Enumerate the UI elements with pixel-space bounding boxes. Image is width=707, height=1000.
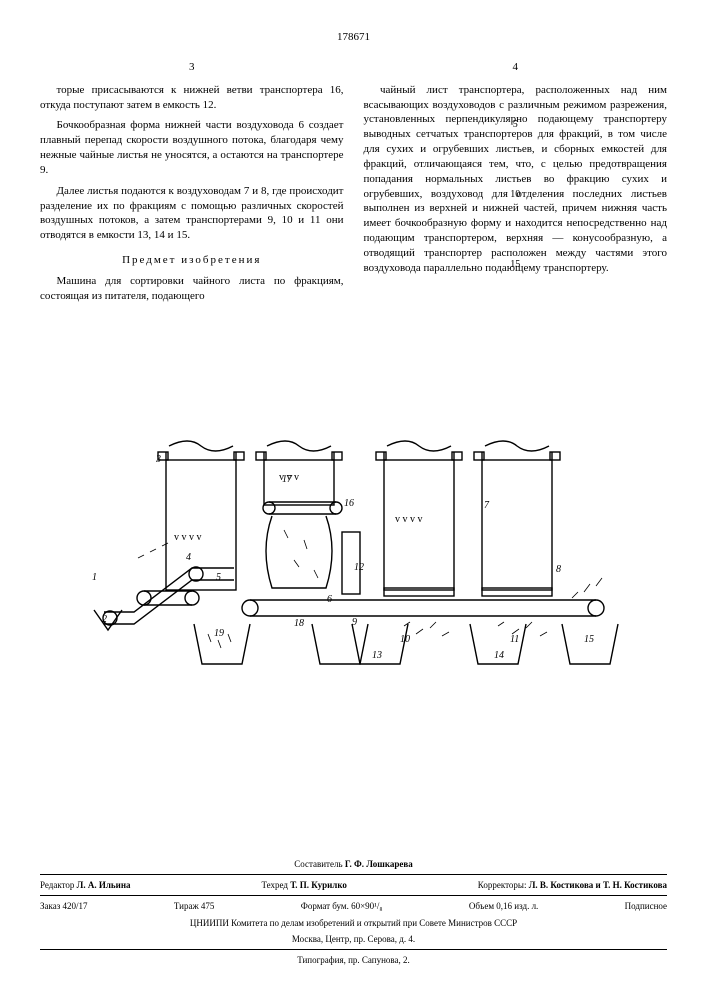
org-name: ЦНИИПИ Комитета по делам изобретений и о… bbox=[40, 917, 667, 929]
footer-block: Составитель Г. Ф. Лошкарева Редактор Л. … bbox=[40, 854, 667, 970]
diagram-label-13: 13 bbox=[372, 650, 382, 661]
compiler-label: Составитель bbox=[294, 859, 342, 869]
diagram-label-19: 19 bbox=[214, 628, 224, 639]
diagram-label-9: 9 bbox=[352, 617, 357, 628]
corrector-names: Л. В. Костикова и Т. Н. Костикова bbox=[529, 880, 667, 890]
diagram-label-11: 11 bbox=[510, 634, 519, 645]
duct-4 bbox=[474, 441, 560, 590]
order-number: Заказ 420/17 bbox=[40, 900, 88, 912]
editor-name: Л. А. Ильина bbox=[77, 880, 131, 890]
compiler-name: Г. Ф. Лошкарева bbox=[345, 859, 413, 869]
paragraph: Далее листья подаются к воздуховодам 7 и… bbox=[40, 184, 344, 243]
line-marker: 10 bbox=[510, 188, 520, 202]
diagram-label-14: 14 bbox=[494, 650, 504, 661]
corrector-label: Корректоры: bbox=[478, 880, 527, 890]
org-address: Москва, Центр, пр. Серова, д. 4. bbox=[40, 933, 667, 945]
diagram-label-1: 1 bbox=[92, 572, 97, 583]
format: Формат бум. 60×90¹/₈ bbox=[301, 900, 383, 912]
diagram-label-2: 2 bbox=[102, 614, 107, 625]
line-marker: 15 bbox=[510, 258, 520, 272]
svg-text:v v v v: v v v v bbox=[395, 514, 423, 525]
mesh-out-1 bbox=[384, 588, 454, 596]
printer: Типография, пр. Сапунова, 2. bbox=[40, 954, 667, 966]
doc-number: 178671 bbox=[40, 30, 667, 45]
subscript: Подписное bbox=[625, 900, 667, 912]
leaf-arrows bbox=[138, 530, 602, 648]
paragraph: Машина для сортировки чайного листа по ф… bbox=[40, 274, 344, 304]
techred-label: Техред bbox=[261, 880, 288, 890]
diagram-labels: 12345678910111213141516171819 bbox=[92, 454, 594, 661]
line-marker: 5 bbox=[513, 118, 518, 132]
right-column: 4 5 10 15 чайный лист транспортера, расп… bbox=[364, 60, 668, 310]
diagram-label-4: 4 bbox=[186, 552, 191, 563]
feeder-conveyor bbox=[94, 567, 234, 630]
diagram-label-17: 17 bbox=[282, 474, 293, 485]
main-conveyor bbox=[242, 600, 604, 616]
diagram-label-12: 12 bbox=[354, 562, 364, 573]
paragraph: Бочкообразная форма нижней части воздухо… bbox=[40, 118, 344, 177]
page-number-left: 3 bbox=[40, 60, 344, 75]
svg-text:v v v v: v v v v bbox=[174, 532, 202, 543]
volume: Объем 0,16 изд. л. bbox=[469, 900, 538, 912]
two-column-body: 3 торые присасываются к нижней ветви тра… bbox=[40, 60, 667, 310]
subject-heading: Предмет изобретения bbox=[40, 253, 344, 268]
paragraph: чайный лист транспортера, расположенных … bbox=[364, 83, 668, 276]
diagram-label-5: 5 bbox=[216, 572, 221, 583]
duct-2-barrel: v v v bbox=[256, 441, 342, 588]
left-column: 3 торые присасываются к нижней ветви тра… bbox=[40, 60, 344, 310]
tirage: Тираж 475 bbox=[174, 900, 215, 912]
mesh-out-2 bbox=[482, 588, 552, 596]
techred-name: Т. П. Курилко bbox=[290, 880, 347, 890]
diagram-label-18: 18 bbox=[294, 618, 304, 629]
page-number-right: 4 bbox=[364, 60, 668, 75]
diagram-label-8: 8 bbox=[556, 564, 561, 575]
editor-label: Редактор bbox=[40, 880, 74, 890]
machine-diagram: v v v v v v v v v v v bbox=[74, 340, 634, 680]
diagram-label-6: 6 bbox=[327, 594, 332, 605]
diagram-label-10: 10 bbox=[400, 634, 410, 645]
duct-3: v v v v bbox=[376, 441, 462, 590]
diagram-label-7: 7 bbox=[484, 500, 490, 511]
paragraph: торые присасываются к нижней ветви транс… bbox=[40, 83, 344, 113]
diagram-label-15: 15 bbox=[584, 634, 594, 645]
diagram-label-3: 3 bbox=[155, 454, 161, 465]
diagram-label-16: 16 bbox=[344, 498, 354, 509]
